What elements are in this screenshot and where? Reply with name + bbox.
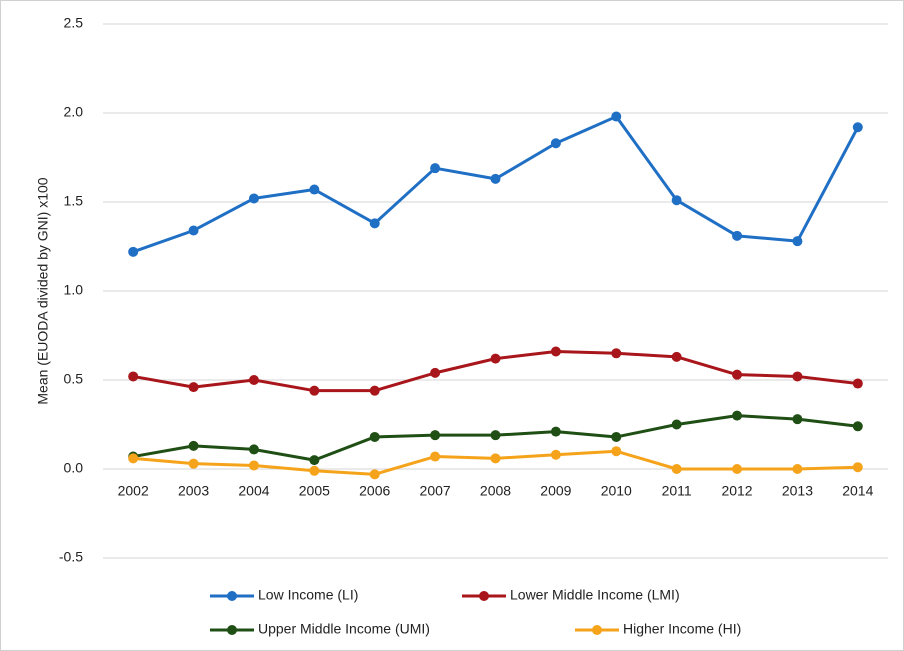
data-point (732, 369, 743, 380)
x-tick-label: 2003 (178, 483, 209, 499)
data-point (671, 195, 682, 206)
data-point (732, 230, 743, 241)
data-point (550, 346, 561, 357)
x-tick-label: 2008 (480, 483, 511, 499)
data-point (430, 430, 441, 441)
legend-label: Low Income (LI) (258, 587, 358, 603)
data-point (128, 246, 139, 257)
data-point (490, 173, 501, 184)
data-point (550, 449, 561, 460)
data-point (128, 453, 139, 464)
x-tick-label: 2009 (540, 483, 571, 499)
data-point (309, 385, 320, 396)
x-tick-label: 2010 (601, 483, 632, 499)
x-tick-label: 2011 (662, 483, 692, 499)
data-point (852, 378, 863, 389)
y-tick-label: 1.0 (64, 282, 84, 298)
data-point (611, 431, 622, 442)
x-tick-label: 2005 (299, 483, 330, 499)
data-point (309, 455, 320, 466)
y-tick-label: 2.0 (64, 104, 84, 120)
data-point (188, 458, 199, 469)
data-point (369, 385, 380, 396)
y-tick-label: 0.0 (64, 460, 84, 476)
x-tick-label: 2014 (842, 483, 873, 499)
data-point (671, 351, 682, 362)
data-point (732, 410, 743, 421)
x-tick-label: 2004 (238, 483, 269, 499)
data-point (430, 367, 441, 378)
data-point (248, 193, 259, 204)
x-tick-label: 2002 (118, 483, 149, 499)
legend-marker (227, 591, 237, 601)
data-point (792, 464, 803, 474)
data-point (248, 444, 259, 455)
data-point (248, 375, 259, 385)
data-point (852, 462, 863, 473)
data-point (430, 163, 441, 174)
legend-label: Lower Middle Income (LMI) (510, 587, 680, 603)
data-point (611, 111, 622, 122)
data-point (309, 184, 320, 195)
y-tick-label: -0.5 (59, 549, 83, 565)
data-point (188, 382, 199, 393)
data-point (792, 371, 803, 382)
x-tick-label: 2007 (420, 483, 451, 499)
x-tick-label: 2012 (721, 483, 752, 499)
data-point (550, 138, 561, 149)
legend-label: Higher Income (HI) (623, 621, 741, 637)
legend-marker (592, 625, 602, 635)
data-point (611, 348, 622, 359)
y-tick-label: 1.5 (64, 193, 84, 209)
data-point (792, 236, 803, 247)
data-point (671, 419, 682, 430)
data-point (792, 414, 803, 425)
legend-label: Upper Middle Income (UMI) (258, 621, 430, 637)
y-tick-label: 0.5 (64, 371, 84, 387)
data-point (369, 431, 380, 442)
data-point (732, 464, 743, 474)
data-point (490, 353, 501, 364)
x-tick-label: 2006 (359, 483, 390, 499)
data-point (611, 446, 622, 457)
data-point (430, 451, 441, 462)
data-point (188, 225, 199, 236)
legend-marker (479, 591, 489, 601)
x-tick-label: 2013 (782, 483, 813, 499)
data-point (369, 469, 380, 480)
y-tick-label: 2.5 (64, 15, 84, 31)
data-point (490, 430, 501, 441)
data-point (128, 371, 139, 382)
data-point (248, 460, 259, 471)
y-axis-title: Mean (EUODA divided by GNI) x100 (35, 177, 51, 404)
data-point (852, 122, 863, 133)
legend-marker (227, 625, 237, 635)
data-point (852, 421, 863, 432)
data-point (188, 440, 199, 451)
data-point (550, 426, 561, 437)
data-point (369, 218, 380, 229)
data-point (671, 464, 682, 474)
data-point (490, 453, 501, 464)
data-point (309, 465, 320, 476)
